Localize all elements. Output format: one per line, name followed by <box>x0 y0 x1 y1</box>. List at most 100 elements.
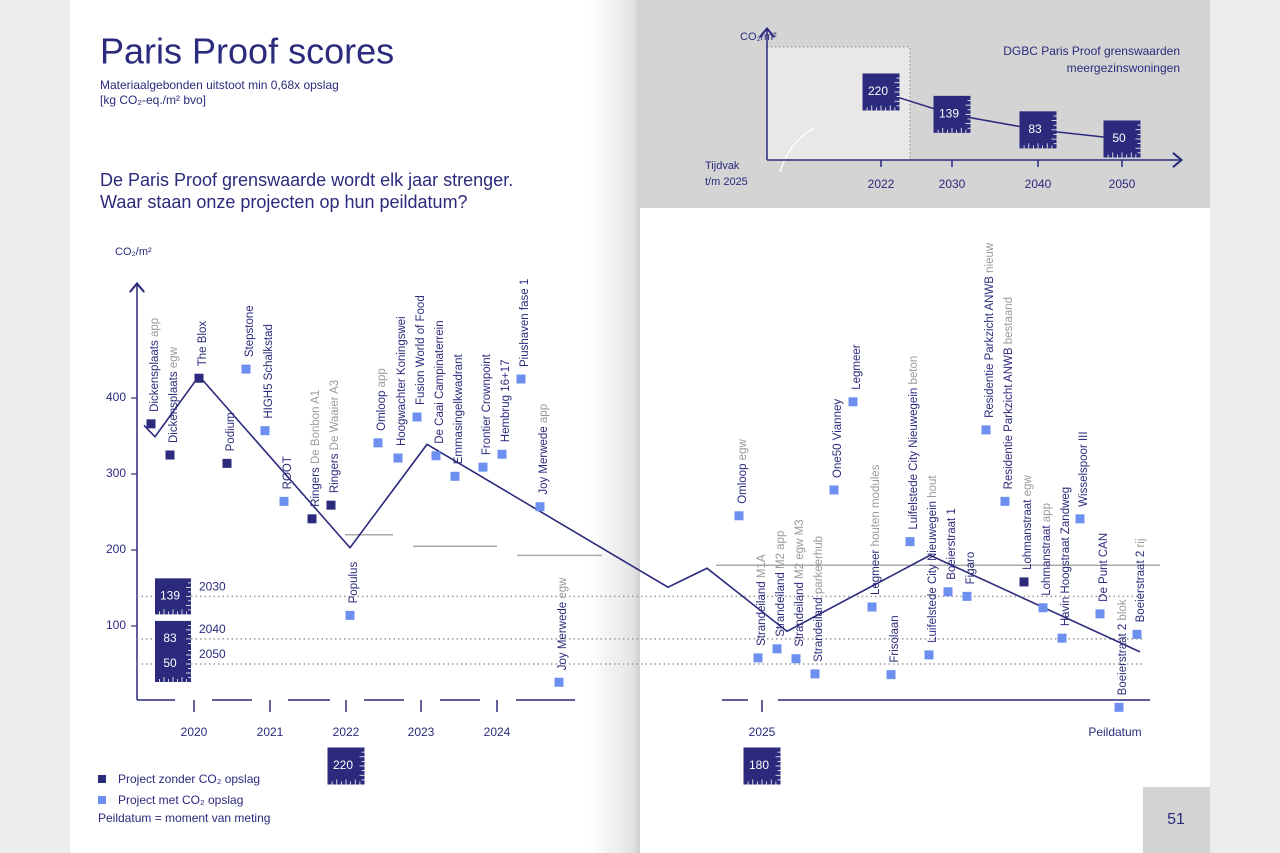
project-label: Luifelstede City Nieuwegein hout <box>927 475 939 643</box>
project-variant: M1A <box>756 554 768 578</box>
project-name: Lohmanstraat <box>1022 499 1034 570</box>
project-name: De Punt CAN <box>1098 533 1110 602</box>
x-tick-label: 2020 <box>181 725 208 739</box>
project-name: Residentie Parkzicht ANWB <box>984 276 996 418</box>
project-name: Omloop <box>737 464 749 504</box>
project-variant: blok <box>1117 599 1129 620</box>
project-label: Omloop app <box>376 368 388 431</box>
project-variant: egw <box>168 346 180 368</box>
inset-period: t/m 2025 <box>705 176 748 188</box>
project-point <box>1019 577 1029 587</box>
project-point <box>194 373 204 383</box>
inset-line <box>880 91 1123 140</box>
y-axis-label: CO₂/m² <box>115 246 152 258</box>
project-point <box>497 449 507 459</box>
project-point <box>146 419 156 429</box>
project-label: Joy Merwede app <box>538 404 550 495</box>
project-label: Lohmanstraat egw <box>1022 475 1034 570</box>
project-label: Piushaven fase 1 <box>519 279 531 367</box>
project-name: ROOT <box>282 456 294 489</box>
project-label: Figaro <box>965 552 977 585</box>
project-label: Strandeiland M2 app <box>775 531 787 637</box>
project-name: De Caai Campinaterrein <box>434 320 446 443</box>
target-box <box>155 646 191 682</box>
project-point <box>848 397 858 407</box>
project-label: Hembrug 16+17 <box>500 359 512 442</box>
project-point <box>753 653 763 663</box>
project-name: Figaro <box>965 552 977 585</box>
project-label: Residentie Parkzicht ANWB nieuw <box>984 242 996 418</box>
project-point <box>431 451 441 461</box>
project-name: Wisselspoor III <box>1078 431 1090 506</box>
project-point <box>1038 603 1048 613</box>
target-box-label: 83 <box>163 631 177 645</box>
project-label: Lohmanstraat app <box>1041 503 1053 596</box>
project-name: Lohmanstraat <box>1041 525 1053 596</box>
y-tick-label: 100 <box>106 618 126 632</box>
inset-box <box>1019 111 1057 149</box>
project-point <box>516 374 526 384</box>
year-limit-box <box>743 747 781 785</box>
project-point <box>1075 514 1085 524</box>
project-label: Podium <box>225 412 237 451</box>
legend-note: Peildatum = moment van meting <box>98 811 270 825</box>
project-point <box>905 537 915 547</box>
year-limit-box-label: 180 <box>749 758 769 772</box>
legend-swatch <box>98 796 106 804</box>
project-name: Emmasingelkwadrant <box>453 354 465 465</box>
project-name: Boeierstraat 2 <box>1135 551 1147 623</box>
project-point <box>165 450 175 460</box>
project-name: Luifelstede City Nieuwegein <box>908 388 920 530</box>
project-label: Strandeiland M2 egw M3 <box>794 519 806 646</box>
project-label: Boeierstraat 1 <box>946 508 958 580</box>
project-variant: egw <box>737 439 749 461</box>
project-point <box>393 453 403 463</box>
project-name: Ringers <box>310 467 322 507</box>
project-point <box>450 471 460 481</box>
project-variant: M2 app <box>775 531 787 569</box>
subtitle: [kg CO₂-eq./m² bvo] <box>100 93 206 107</box>
project-variant: egw <box>557 577 569 599</box>
project-variant: De Bonbon A1 <box>310 390 322 464</box>
legend-swatch <box>98 775 106 783</box>
inset-period: Tijdvak <box>705 160 740 172</box>
project-point <box>345 610 355 620</box>
project-variant: rij <box>1135 539 1147 548</box>
project-point <box>1057 633 1067 643</box>
x-axis-label: Peildatum <box>1088 725 1141 739</box>
project-label: Ringers De Bonbon A1 <box>310 390 322 507</box>
project-variant: egw <box>1022 475 1034 497</box>
project-label: Ringers De Waaier A3 <box>329 380 341 493</box>
inset-title: DGBC Paris Proof grenswaarden <box>1003 44 1180 58</box>
project-name: Podium <box>225 412 237 451</box>
project-label: Dickensplaats app <box>149 318 161 412</box>
limit-line <box>143 374 1141 653</box>
project-point <box>222 458 232 468</box>
project-point <box>810 669 820 679</box>
inset-x-label: 2040 <box>1025 177 1052 191</box>
project-name: Hembrug 16+17 <box>500 359 512 442</box>
year-limit-box-label: 220 <box>333 758 353 772</box>
subtitle: Materiaalgebonden uitstoot min 0,68x ops… <box>100 78 339 92</box>
project-point <box>554 677 564 687</box>
project-point <box>307 514 317 524</box>
project-name: Populus <box>348 562 360 604</box>
project-name: Ringers <box>329 453 341 493</box>
project-point <box>962 591 972 601</box>
project-label: Legmeer houten modules <box>870 464 882 595</box>
project-label: Wisselspoor III <box>1078 431 1090 506</box>
project-variant: beton <box>908 356 920 385</box>
inset-box <box>862 73 900 111</box>
project-point <box>829 485 839 495</box>
x-tick-label: 2021 <box>257 725 284 739</box>
project-name: Luifelstede City Nieuwegein <box>927 501 939 643</box>
project-variant: bestaand <box>1003 297 1015 344</box>
year-limit-box <box>327 747 365 785</box>
project-name: Strandeiland <box>813 597 825 662</box>
project-point <box>1000 496 1010 506</box>
project-variant: M2 egw M3 <box>794 519 806 578</box>
target-year: 2040 <box>199 622 226 636</box>
project-label: The Blox <box>197 321 209 367</box>
inset-arrow <box>779 127 816 173</box>
project-name: Frisolaan <box>889 615 901 662</box>
